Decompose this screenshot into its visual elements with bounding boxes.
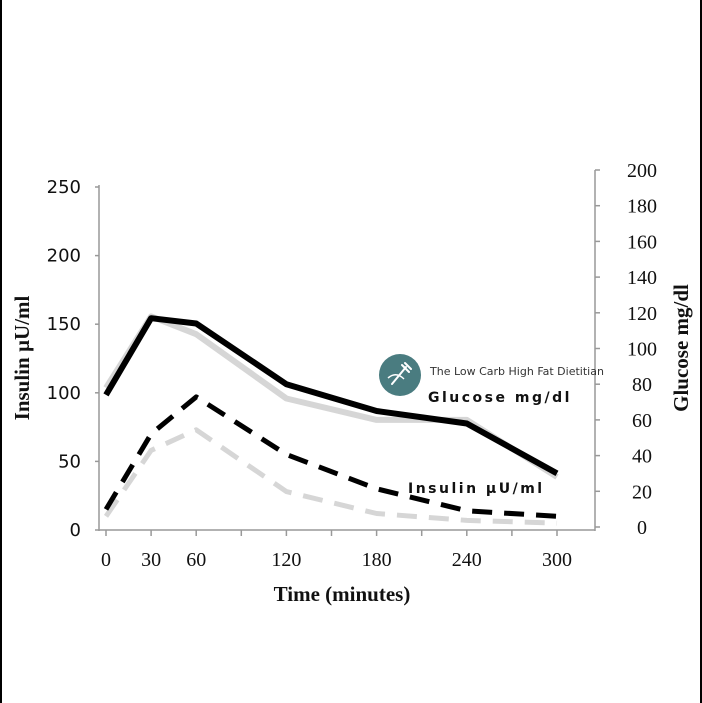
right-axis-ticks: 0 20 40 60 80 100 120 140 160 180 200 bbox=[595, 160, 657, 539]
right-tick-label: 160 bbox=[627, 231, 657, 253]
right-tick-label: 60 bbox=[632, 410, 652, 432]
left-axis-title: Insulin µU/ml bbox=[10, 295, 34, 420]
series-layer bbox=[103, 313, 559, 526]
x-tick-label: 120 bbox=[271, 549, 301, 571]
fork-logo-icon bbox=[379, 354, 421, 396]
x-axis-ticks: 0 30 60 120 180 240 300 bbox=[101, 530, 572, 571]
x-tick-label: 60 bbox=[186, 549, 206, 571]
x-tick-label: 240 bbox=[452, 549, 482, 571]
right-tick-label: 200 bbox=[627, 160, 657, 182]
right-tick-label: 20 bbox=[632, 481, 652, 503]
right-tick-label: 80 bbox=[632, 374, 652, 396]
right-tick-label: 120 bbox=[627, 303, 657, 325]
x-axis-title: Time (minutes) bbox=[274, 582, 411, 606]
left-tick-label: 50 bbox=[58, 451, 81, 472]
frame-left-border bbox=[0, 0, 2, 703]
insulin-series-label: Insulin µU/ml bbox=[408, 481, 545, 497]
logo-swoosh-mark bbox=[387, 374, 405, 380]
watermark: The Low Carb High Fat Dietitian bbox=[379, 354, 604, 396]
right-tick-label: 180 bbox=[627, 196, 657, 218]
right-axis-title: Glucose mg/dl bbox=[669, 284, 693, 412]
left-tick-label: 250 bbox=[47, 177, 81, 198]
left-tick-label: 200 bbox=[47, 246, 81, 267]
series-line-1 bbox=[103, 315, 559, 477]
right-tick-label: 140 bbox=[627, 267, 657, 289]
left-axis-ticks: 0 50 100 150 200 250 bbox=[47, 177, 99, 541]
left-tick-label: 150 bbox=[47, 314, 81, 335]
left-tick-label: 100 bbox=[47, 383, 81, 404]
frame-right-border bbox=[700, 0, 702, 703]
right-tick-label: 0 bbox=[637, 517, 647, 539]
x-tick-label: 300 bbox=[542, 549, 572, 571]
x-tick-label: 30 bbox=[141, 549, 161, 571]
right-tick-label: 100 bbox=[627, 339, 657, 361]
series-line-3 bbox=[103, 394, 558, 519]
x-tick-label: 180 bbox=[362, 549, 392, 571]
x-tick-label: 0 bbox=[101, 549, 111, 571]
left-tick-label: 0 bbox=[70, 520, 81, 541]
series-line-2 bbox=[103, 427, 558, 526]
right-tick-label: 40 bbox=[632, 446, 652, 468]
chart-axes bbox=[98, 170, 596, 531]
glucose-series-label: Glucose mg/dl bbox=[428, 390, 572, 406]
watermark-text: The Low Carb High Fat Dietitian bbox=[429, 365, 604, 378]
